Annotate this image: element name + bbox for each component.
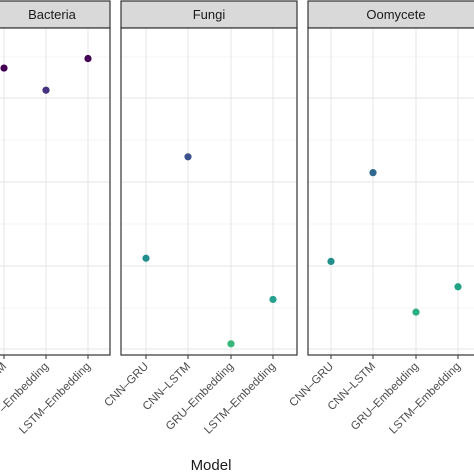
panel-background (121, 28, 297, 355)
panel-background (308, 28, 474, 355)
x-tick-label: LSTM–Embedding (17, 361, 93, 437)
data-point (142, 254, 150, 262)
facet-strip (0, 0, 111, 29)
data-point (369, 169, 377, 177)
panels-layer: Bacteria–LSTM–EmbeddingLSTM–EmbeddingFun… (0, 0, 474, 437)
data-point (184, 153, 192, 161)
facet-strip (307, 0, 474, 29)
data-point (42, 86, 50, 94)
x-axis-title: Model (191, 457, 232, 474)
panel-border (120, 27, 298, 356)
x-tick-label: LSTM–Embedding (202, 361, 278, 437)
data-point (454, 283, 462, 291)
panel-border (0, 27, 111, 356)
data-point (327, 257, 335, 266)
x-tick-label: –LSTM (0, 361, 9, 396)
panel-border (307, 27, 474, 356)
data-point (269, 295, 277, 304)
panel-oomycete: OomyceteCNN–GRUCNN–LSTMGRU–EmbeddingLSTM… (287, 0, 474, 437)
data-point (412, 308, 420, 316)
data-point (227, 340, 235, 348)
data-point (84, 54, 92, 63)
data-point (0, 64, 8, 72)
facet-strip-label: Bacteria (28, 7, 76, 22)
x-tick-label: LSTM–Embedding (387, 361, 463, 437)
facet-strip-label: Oomycete (366, 7, 425, 22)
facet-strip-label: Fungi (193, 7, 226, 22)
panel-fungi: FungiCNN–GRUCNN–LSTMGRU–EmbeddingLSTM–Em… (102, 0, 298, 437)
panel-background (0, 28, 110, 355)
